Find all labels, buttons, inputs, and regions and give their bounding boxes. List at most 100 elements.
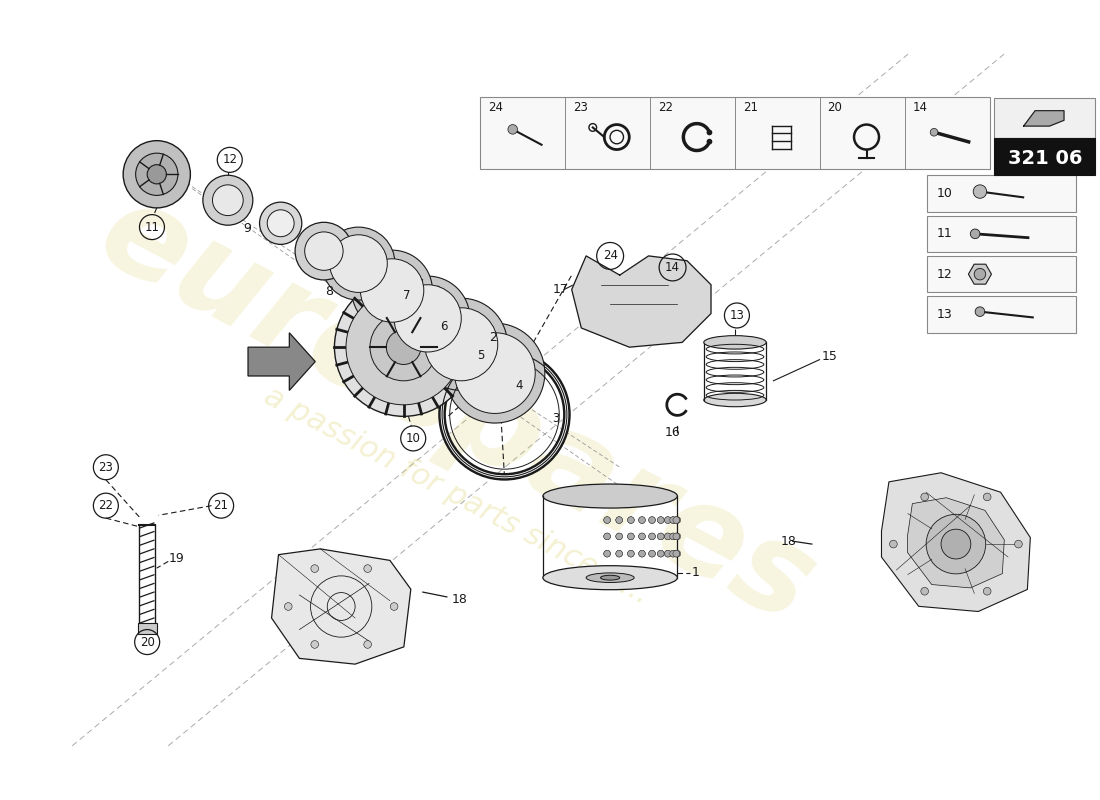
Circle shape bbox=[658, 550, 664, 557]
Circle shape bbox=[616, 533, 623, 540]
Circle shape bbox=[674, 533, 681, 540]
Text: 1: 1 bbox=[692, 566, 700, 579]
Circle shape bbox=[921, 493, 928, 501]
Circle shape bbox=[1014, 540, 1022, 548]
Text: a passion for parts since 1...: a passion for parts since 1... bbox=[258, 382, 654, 610]
Text: 13: 13 bbox=[937, 308, 953, 321]
Circle shape bbox=[628, 550, 635, 557]
Circle shape bbox=[604, 550, 611, 557]
Polygon shape bbox=[248, 333, 316, 390]
Circle shape bbox=[921, 587, 928, 595]
Text: 6: 6 bbox=[440, 319, 448, 333]
Circle shape bbox=[670, 533, 676, 540]
Text: 10: 10 bbox=[406, 432, 420, 445]
Circle shape bbox=[508, 125, 517, 134]
Circle shape bbox=[639, 517, 646, 523]
Circle shape bbox=[983, 587, 991, 595]
Circle shape bbox=[664, 550, 671, 557]
Circle shape bbox=[890, 540, 898, 548]
Circle shape bbox=[940, 529, 971, 559]
Text: 20: 20 bbox=[140, 635, 155, 649]
Text: 14: 14 bbox=[912, 101, 927, 114]
Circle shape bbox=[649, 517, 656, 523]
Circle shape bbox=[649, 550, 656, 557]
Circle shape bbox=[311, 641, 319, 648]
Circle shape bbox=[639, 533, 646, 540]
Ellipse shape bbox=[543, 484, 678, 508]
Circle shape bbox=[664, 517, 671, 523]
Circle shape bbox=[352, 250, 432, 331]
Circle shape bbox=[364, 565, 372, 573]
Circle shape bbox=[616, 550, 623, 557]
Text: 21: 21 bbox=[742, 101, 758, 114]
Circle shape bbox=[670, 550, 676, 557]
Circle shape bbox=[664, 550, 671, 557]
Circle shape bbox=[673, 550, 680, 557]
Text: 24: 24 bbox=[603, 250, 617, 262]
Circle shape bbox=[983, 493, 991, 501]
Bar bbox=[994, 138, 1096, 175]
Text: 321 06: 321 06 bbox=[1008, 149, 1082, 168]
Circle shape bbox=[370, 314, 437, 381]
Text: 15: 15 bbox=[822, 350, 837, 363]
Polygon shape bbox=[968, 264, 991, 284]
Text: 17: 17 bbox=[552, 283, 569, 296]
Circle shape bbox=[415, 298, 507, 390]
Text: 11: 11 bbox=[144, 221, 159, 234]
Text: 11: 11 bbox=[937, 227, 953, 240]
Text: 14: 14 bbox=[666, 261, 680, 274]
Bar bbox=[927, 296, 1076, 333]
Circle shape bbox=[673, 533, 680, 540]
Text: 20: 20 bbox=[827, 101, 843, 114]
Circle shape bbox=[267, 210, 294, 237]
Circle shape bbox=[616, 517, 623, 523]
Circle shape bbox=[649, 533, 656, 540]
Circle shape bbox=[394, 285, 461, 352]
Circle shape bbox=[628, 517, 635, 523]
Circle shape bbox=[454, 333, 536, 414]
Bar bbox=[138, 623, 157, 634]
Text: 18: 18 bbox=[781, 534, 798, 548]
Circle shape bbox=[604, 517, 611, 523]
Circle shape bbox=[604, 533, 611, 540]
Text: 7: 7 bbox=[403, 289, 410, 302]
Circle shape bbox=[706, 138, 713, 145]
Bar bbox=[927, 175, 1076, 212]
Ellipse shape bbox=[601, 575, 619, 580]
Circle shape bbox=[305, 232, 343, 270]
Text: 12: 12 bbox=[222, 154, 238, 166]
Circle shape bbox=[658, 517, 664, 523]
Circle shape bbox=[295, 222, 353, 280]
Circle shape bbox=[674, 517, 681, 523]
Text: 10: 10 bbox=[937, 187, 953, 200]
Text: 22: 22 bbox=[658, 101, 673, 114]
Circle shape bbox=[285, 602, 293, 610]
Circle shape bbox=[664, 533, 671, 540]
Circle shape bbox=[649, 533, 656, 540]
Circle shape bbox=[970, 229, 980, 238]
Ellipse shape bbox=[704, 394, 767, 406]
Circle shape bbox=[658, 533, 664, 540]
Circle shape bbox=[364, 641, 372, 648]
Text: 12: 12 bbox=[937, 268, 953, 281]
Circle shape bbox=[444, 323, 544, 423]
Circle shape bbox=[674, 550, 681, 557]
Circle shape bbox=[212, 185, 243, 215]
Text: 23: 23 bbox=[573, 101, 587, 114]
Circle shape bbox=[628, 533, 635, 540]
Circle shape bbox=[311, 565, 319, 573]
Circle shape bbox=[616, 533, 623, 540]
Ellipse shape bbox=[586, 573, 634, 582]
Circle shape bbox=[974, 185, 987, 198]
Circle shape bbox=[931, 129, 938, 136]
Text: 13: 13 bbox=[729, 309, 745, 322]
Text: 8: 8 bbox=[324, 285, 332, 298]
Polygon shape bbox=[1024, 110, 1064, 126]
Circle shape bbox=[670, 517, 676, 523]
Circle shape bbox=[135, 153, 178, 195]
Circle shape bbox=[147, 165, 166, 184]
Circle shape bbox=[673, 517, 680, 523]
Circle shape bbox=[639, 550, 646, 557]
Circle shape bbox=[658, 550, 664, 557]
Circle shape bbox=[616, 550, 623, 557]
